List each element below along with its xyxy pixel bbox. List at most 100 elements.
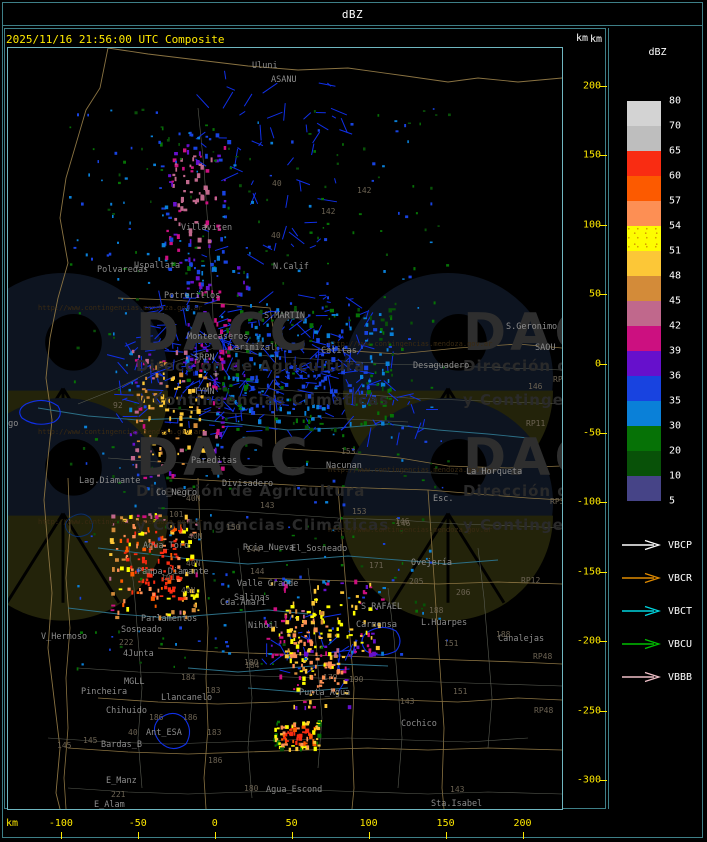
hydro-seg — [344, 643, 354, 661]
colorbar-swatch-80[interactable] — [627, 101, 661, 126]
hydro-seg — [226, 357, 234, 372]
place-label: Ant_ESA — [146, 728, 182, 738]
admin-line-7 — [337, 487, 355, 809]
x-tick-mark-200 — [522, 832, 524, 839]
route-label: 180 — [244, 658, 259, 667]
y-tick-mark--150 — [600, 571, 607, 573]
place-label: Punta_Agua — [299, 688, 351, 698]
hydro-seg — [407, 400, 411, 405]
hydro-seg — [357, 388, 361, 396]
radar-map[interactable]: DACC Dirección de Agricultura y Contingenc… — [7, 47, 563, 810]
y-tick-label--100: -100 — [576, 496, 601, 508]
hydro-seg — [294, 361, 312, 371]
colorbar-swatch-54[interactable] — [627, 226, 661, 251]
y-tick-label-0: 0 — [594, 358, 601, 370]
hydro-seg — [330, 333, 344, 339]
place-label: Potrerillos — [164, 291, 221, 301]
colorbar-swatch-48[interactable] — [627, 276, 661, 301]
hydro-seg — [247, 253, 265, 265]
colorbar-label-65: 65 — [669, 145, 682, 157]
colorbar-swatch-20[interactable] — [627, 451, 661, 476]
route-label: 101 — [161, 573, 176, 582]
hydro-seg — [281, 225, 287, 240]
y-tick-label--200: -200 — [576, 635, 601, 647]
colorbar-swatch-39[interactable] — [627, 351, 661, 376]
road-13 — [167, 407, 409, 423]
watermark-line1: Dirección de Agricultura — [136, 357, 366, 375]
colorbar-swatch-42[interactable] — [627, 326, 661, 351]
hydro-seg — [157, 324, 177, 326]
hydro-seg — [304, 363, 315, 373]
colorbar-strip[interactable] — [627, 101, 661, 501]
place-label: Larimizal — [229, 343, 276, 353]
route-label: 188 — [496, 630, 511, 639]
colorbar-swatch-65[interactable] — [627, 151, 661, 176]
hydro-seg — [269, 655, 283, 666]
y-tick-label-100: 100 — [582, 219, 601, 231]
hydro-seg — [358, 310, 368, 316]
colorbar-label-48: 48 — [669, 270, 682, 282]
route-label: 146 — [396, 519, 411, 528]
place-label: Uspallata — [134, 261, 181, 271]
hydro-seg — [410, 404, 415, 414]
hydro-seg — [387, 421, 394, 426]
x-axis: -100 -50 0 50 100 150 200 — [7, 812, 587, 840]
hydro-seg — [296, 323, 311, 338]
route-label: 186 — [208, 756, 223, 765]
place-label: Esc. — [433, 494, 454, 504]
hydro-seg — [153, 341, 172, 343]
place-label: SRPN — [194, 353, 215, 363]
echo-cluster-Nihuil — [293, 649, 352, 711]
colorbar-swatch-51[interactable] — [627, 251, 661, 276]
place-label: V_Hermoso — [41, 632, 88, 642]
hydro-seg — [417, 428, 425, 433]
watermark-line2: y Contingencias Climáticas — [136, 391, 390, 409]
hydro-seg — [264, 379, 274, 395]
hydro-seg — [322, 295, 328, 300]
colorbar-swatch-36[interactable] — [627, 376, 661, 401]
boundary-north — [107, 48, 562, 83]
colorbar-swatch-10[interactable] — [627, 476, 661, 501]
colorbar-label-60: 60 — [669, 170, 682, 182]
hydro-seg — [260, 393, 268, 397]
hydro-seg — [337, 335, 344, 341]
hydro-seg — [345, 378, 349, 385]
colorbar-label-30: 30 — [669, 420, 682, 432]
colorbar-swatch-35[interactable] — [627, 401, 661, 426]
hydro-seg — [316, 122, 329, 131]
y-tick-mark-200 — [600, 85, 607, 87]
place-label: S.RAFAEL — [361, 602, 402, 612]
route-label: 146 — [528, 382, 543, 391]
route-label: 144 — [250, 567, 265, 576]
legend-label-VBCT: VBCT — [668, 605, 693, 617]
watermark-url: http://www.contingencias.mendoza.gov.ar — [38, 518, 203, 526]
route-label: 101 — [169, 510, 184, 519]
hydro-seg — [392, 399, 395, 406]
colorbar-label-70: 70 — [669, 120, 682, 132]
hydro-seg — [262, 244, 273, 251]
river-0 — [37, 407, 529, 439]
colorbar-swatch-60[interactable] — [627, 176, 661, 201]
hydro-seg — [330, 107, 348, 116]
route-label: 144 — [246, 545, 261, 554]
colorbar-label-57: 57 — [669, 195, 682, 207]
hydro-seg — [121, 378, 139, 388]
hydro-seg — [114, 393, 134, 396]
route-label: 186 — [183, 713, 198, 722]
road-11 — [47, 737, 529, 745]
hydro-seg — [257, 313, 261, 326]
route-label: 153 — [341, 447, 356, 456]
colorbar-swatch-45[interactable] — [627, 301, 661, 326]
timestamp-label: 2025/11/16 21:56:00 UTC Composite — [6, 32, 225, 46]
hydro-seg — [279, 669, 291, 674]
watermark-url: http://www.contingencias.mendoza.gov.ar — [328, 466, 493, 474]
colorbar-swatch-30[interactable] — [627, 426, 661, 451]
colorbar-label-45: 45 — [669, 295, 682, 307]
colorbar-swatch-70[interactable] — [627, 126, 661, 151]
hydro-seg — [115, 413, 124, 423]
hydro-seg — [304, 613, 314, 618]
colorbar-swatch-57[interactable] — [627, 201, 661, 226]
legend-row-VBBB: VBBB — [621, 665, 706, 689]
hydro-seg — [305, 382, 317, 384]
hydro-seg — [136, 335, 154, 339]
